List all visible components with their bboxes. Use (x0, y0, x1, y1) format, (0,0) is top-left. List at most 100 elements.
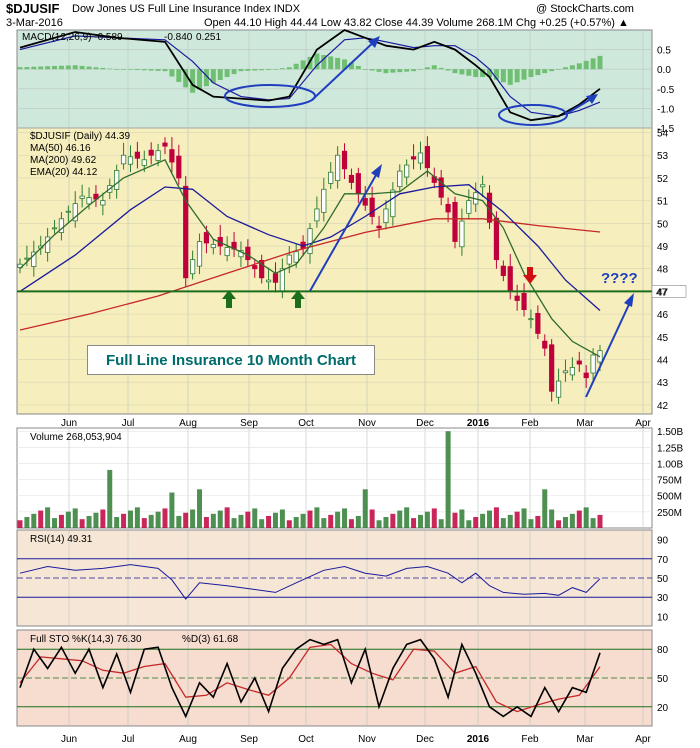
price-candle-body (576, 360, 582, 365)
price-candle-body (307, 228, 313, 254)
volume-bar (266, 515, 272, 528)
volume-bar (342, 508, 348, 528)
trend-arrow-line (585, 297, 633, 398)
volume-bar (521, 508, 527, 528)
macd-line (19, 28, 601, 122)
volume-bar (31, 513, 37, 528)
volume-bar (549, 509, 555, 528)
rsi-legend: RSI(14) 49.31 (30, 534, 93, 545)
volume-bar (597, 514, 603, 528)
macd-y-tick: 0.0 (657, 65, 671, 76)
price-candle-body (321, 188, 327, 213)
volume-layer (17, 431, 603, 528)
macd-histogram-bar (107, 68, 113, 70)
sto-y-tick: 20 (657, 703, 669, 714)
macd-histogram-bar (459, 69, 465, 75)
macd-histogram-bar (376, 69, 382, 72)
price-y-tick: 50 (657, 219, 669, 230)
volume-bar (500, 518, 506, 528)
price-candle-body (466, 200, 472, 214)
price-candle-body (493, 217, 500, 261)
macd-histogram-bar (314, 53, 320, 70)
price-candle-body (114, 169, 120, 190)
macd-histogram-bar (286, 67, 292, 70)
macd-arrow-line (311, 37, 379, 101)
macd-histogram-bar (217, 69, 223, 80)
macd-histogram-bar (38, 66, 44, 70)
price-candle-body (542, 340, 548, 349)
price-y-tick: 45 (657, 333, 669, 344)
volume-bar (452, 512, 458, 528)
volume-bar (79, 519, 85, 528)
volume-bar (397, 510, 403, 528)
macd-histogram-bar (569, 65, 575, 70)
price-y-tick: 52 (657, 174, 669, 185)
volume-bar (231, 518, 237, 528)
macd-histogram-bar (100, 67, 106, 70)
price-level-tag-text: 47 (656, 287, 668, 298)
volume-bar (134, 507, 140, 528)
sto-k-line (19, 638, 601, 719)
price-candle-body (507, 266, 513, 292)
macd-histogram-bar (487, 69, 493, 78)
rsi-y-tick: 90 (657, 536, 669, 547)
volume-bar (252, 508, 258, 528)
price-candle-body (31, 251, 37, 267)
volume-bar (279, 509, 285, 528)
volume-bar (65, 511, 71, 528)
macd-histogram-bar (65, 65, 71, 70)
price-candle-body (404, 164, 410, 178)
macd-histogram-bar (335, 57, 341, 70)
chart-date: 3-Mar-2016 (6, 17, 63, 29)
trend-arrow-line (309, 167, 381, 292)
price-candle-body (120, 154, 127, 165)
volume-bar (383, 517, 389, 528)
symbol-title: $DJUSIF (6, 1, 60, 16)
macd-histogram-bar (355, 65, 361, 70)
macd-histogram-bar (348, 62, 354, 70)
macd-histogram-bar (424, 67, 430, 70)
price-y-tick: 51 (657, 197, 669, 208)
volume-bar (480, 513, 486, 528)
volume-y-tick: 250M (657, 508, 682, 519)
price-y-tick: 46 (657, 310, 669, 321)
price-candle-body (383, 208, 389, 224)
macd-histogram-bar (52, 66, 58, 70)
macd-legend-signal: -0.840 (164, 32, 193, 43)
price-candle-body (86, 197, 92, 205)
sto-layer (19, 638, 601, 719)
volume-bar (162, 508, 168, 528)
macd-histogram-bar (93, 67, 99, 70)
rsi-y-tick: 50 (657, 574, 669, 585)
price-candle-body (410, 156, 417, 160)
price-y-tick: 43 (657, 378, 669, 389)
volume-bar (314, 507, 320, 528)
price-candle-body (459, 220, 465, 248)
price-candle-body (293, 251, 299, 263)
macd-histogram-bar (252, 69, 258, 71)
x-tick-label: 2016 (467, 418, 490, 429)
price-candle-body (424, 146, 430, 169)
price-candle-body (58, 218, 65, 233)
ema20-line (19, 158, 601, 358)
volume-bar (197, 489, 203, 528)
macd-histogram-bar (583, 60, 589, 70)
macd-histogram-bar (431, 65, 437, 70)
price-legend-ma200: MA(200) 49.62 (30, 155, 97, 166)
volume-y-tick: 1.25B (657, 443, 683, 454)
macd-histogram-bar (562, 67, 568, 70)
price-candle-body (224, 247, 230, 257)
rsi-line (19, 564, 601, 600)
rsi-y-tick: 10 (657, 612, 669, 623)
volume-bar (203, 517, 209, 528)
volume-bar (183, 512, 189, 528)
price-candle-body (335, 154, 341, 182)
macd-histogram-bar (17, 67, 23, 70)
volume-bar (190, 509, 196, 528)
macd-histogram-bar (493, 69, 499, 80)
macd-arrowhead (586, 94, 598, 104)
macd-histogram-bar (266, 69, 272, 70)
price-y-tick: 48 (657, 265, 669, 276)
macd-histogram-bar (224, 69, 230, 78)
volume-bar (507, 514, 513, 528)
